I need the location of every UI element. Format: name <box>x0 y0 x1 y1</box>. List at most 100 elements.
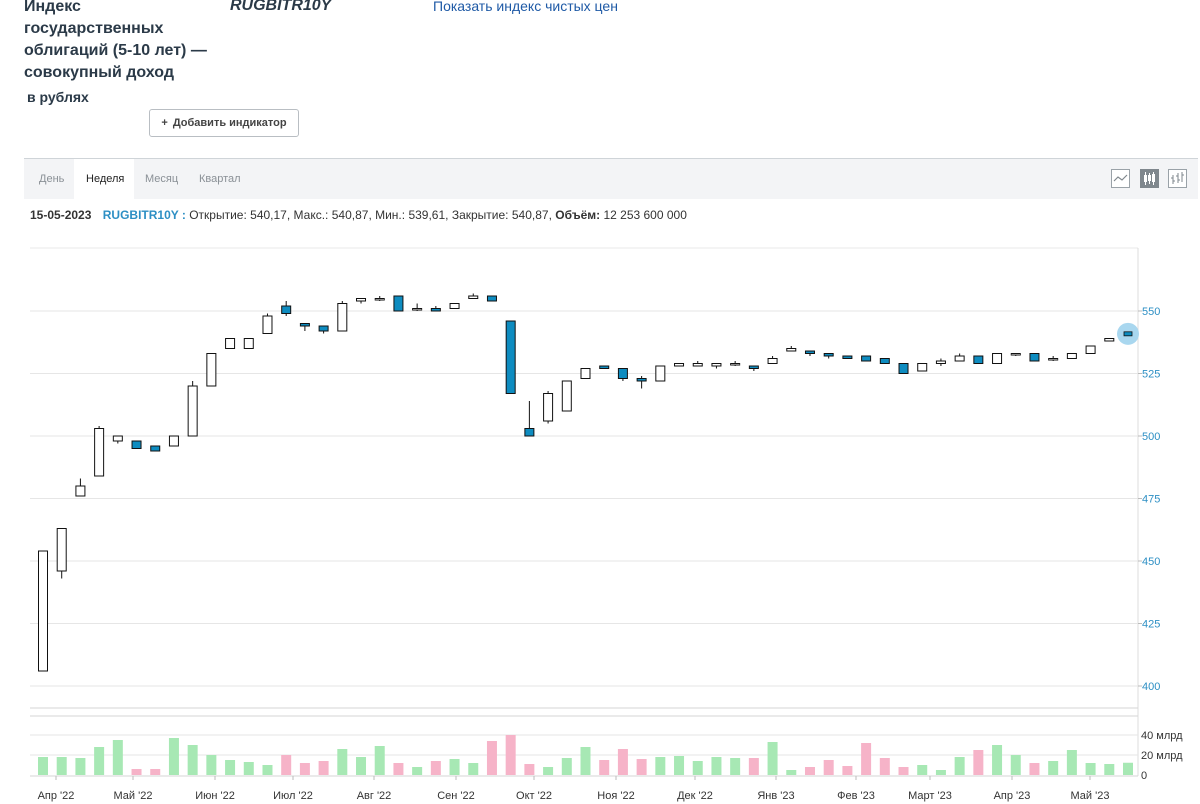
add-indicator-button[interactable]: + Добавить индикатор <box>149 109 299 137</box>
x-tick-label: Ноя '22 <box>597 790 634 802</box>
volume-bar <box>599 760 610 775</box>
info-high-label: Макс.: <box>293 208 329 222</box>
candle-down <box>281 305 292 314</box>
info-close-value: 540,87 <box>511 208 549 222</box>
info-close-label: Закрытие: <box>451 208 509 222</box>
candles <box>38 293 1133 672</box>
volume-bar <box>225 760 236 775</box>
volume-bar <box>243 762 254 775</box>
axis-layer: 400 425 450 475 500 525 550 0 20 млрд 40 млрд Апр … <box>38 306 1184 802</box>
candle-down <box>318 325 329 332</box>
candle-up <box>711 363 722 367</box>
candle-down <box>804 350 815 354</box>
toolbar-divider <box>24 158 1198 159</box>
candle-up <box>38 550 48 672</box>
add-indicator-label: Добавить индикатор <box>172 117 287 129</box>
candle-up <box>580 368 591 379</box>
grid-layer <box>30 247 1142 780</box>
candle-down <box>617 368 628 379</box>
candle-down <box>299 323 310 327</box>
candle-down <box>393 295 404 312</box>
candle-up <box>1104 338 1115 342</box>
candle-up <box>917 363 928 372</box>
volume-bar <box>879 758 890 775</box>
volume-bar <box>206 755 217 775</box>
volume-bar <box>1104 764 1115 775</box>
candle-up <box>374 298 385 301</box>
candle-up <box>1085 345 1096 354</box>
x-tick-label: Янв '23 <box>757 790 794 802</box>
candle-down <box>842 355 853 359</box>
info-volume-label: Объём: <box>555 208 601 222</box>
volume-bar <box>1048 761 1059 775</box>
last-price-marker-layer <box>1117 322 1139 345</box>
volume-bar <box>543 767 554 775</box>
info-date: 15-05-2023 <box>30 208 92 222</box>
candle-up <box>992 353 1003 364</box>
candle-down <box>1029 353 1040 362</box>
x-tick-label: Апр '23 <box>994 790 1031 802</box>
x-tick-label: Апр '22 <box>38 790 75 802</box>
volume-bar <box>486 741 497 775</box>
candle-up <box>449 303 460 309</box>
volume-bar <box>935 770 946 775</box>
x-tick-label: Март '23 <box>908 790 952 802</box>
candle-up <box>337 303 348 332</box>
x-tick-label: Май '23 <box>1071 790 1110 802</box>
ohlc-bars-icon[interactable] <box>1168 169 1187 188</box>
x-tick-label: Сен '22 <box>437 790 475 802</box>
volume-bar <box>917 765 928 775</box>
volume-bar <box>449 759 460 775</box>
candle-down <box>748 365 759 369</box>
candle-down <box>861 355 872 362</box>
volume-bar <box>150 769 161 775</box>
candle-down <box>505 320 516 394</box>
candlestick-chart-icon[interactable] <box>1140 169 1159 188</box>
tab-day[interactable]: День <box>39 173 65 185</box>
clean-price-index-link[interactable]: Показать индекс чистых цен <box>433 0 618 14</box>
volume-bar <box>1066 750 1077 775</box>
candle-up <box>56 528 67 572</box>
candle-up <box>786 348 797 352</box>
plus-icon: + <box>161 117 168 129</box>
volume-bar <box>823 760 834 775</box>
volume-bar <box>56 757 67 775</box>
price-tick-label: 475 <box>1142 494 1160 506</box>
price-tick-label: 425 <box>1142 619 1160 631</box>
volume-bar <box>187 745 198 775</box>
tab-quarter[interactable]: Квартал <box>199 173 241 185</box>
volume-bar <box>804 767 815 775</box>
candle-up <box>561 380 572 412</box>
candle-up <box>187 385 198 437</box>
volume-bar <box>337 749 348 775</box>
volume-bar <box>430 761 441 775</box>
x-tick-label: Окт '22 <box>516 790 552 802</box>
candle-up <box>1066 353 1077 359</box>
candle-up <box>206 353 217 387</box>
ohlc-info-bar: 15-05-2023 RUGBITR10Y : Открытие: 540,17… <box>30 208 687 222</box>
candle-down <box>430 308 441 312</box>
x-tick-label: Июл '22 <box>273 790 313 802</box>
candle-down <box>879 358 890 364</box>
candle-down <box>599 365 610 369</box>
volume-bar <box>561 758 572 775</box>
candle-up <box>112 435 123 442</box>
line-chart-icon[interactable] <box>1111 169 1130 188</box>
volume-bar <box>356 757 367 775</box>
candle-up <box>1010 353 1021 356</box>
index-title-text: Индекс государственных облигаций (5-10 л… <box>24 0 207 81</box>
active-tab-background <box>74 159 134 199</box>
candle-up <box>168 435 179 447</box>
tab-week[interactable]: Неделя <box>86 173 125 185</box>
ticker-code: RUGBITR10Y <box>230 0 332 14</box>
candle-down <box>150 445 161 452</box>
x-tick-label: Июн '22 <box>195 790 235 802</box>
volume-bar <box>524 764 535 775</box>
x-tick-label: Май '22 <box>114 790 153 802</box>
candle-up <box>935 360 946 364</box>
volume-bar <box>412 767 423 775</box>
tab-month[interactable]: Месяц <box>145 173 179 185</box>
volume-bar <box>898 767 909 775</box>
info-high-value: 540,87 <box>331 208 369 222</box>
